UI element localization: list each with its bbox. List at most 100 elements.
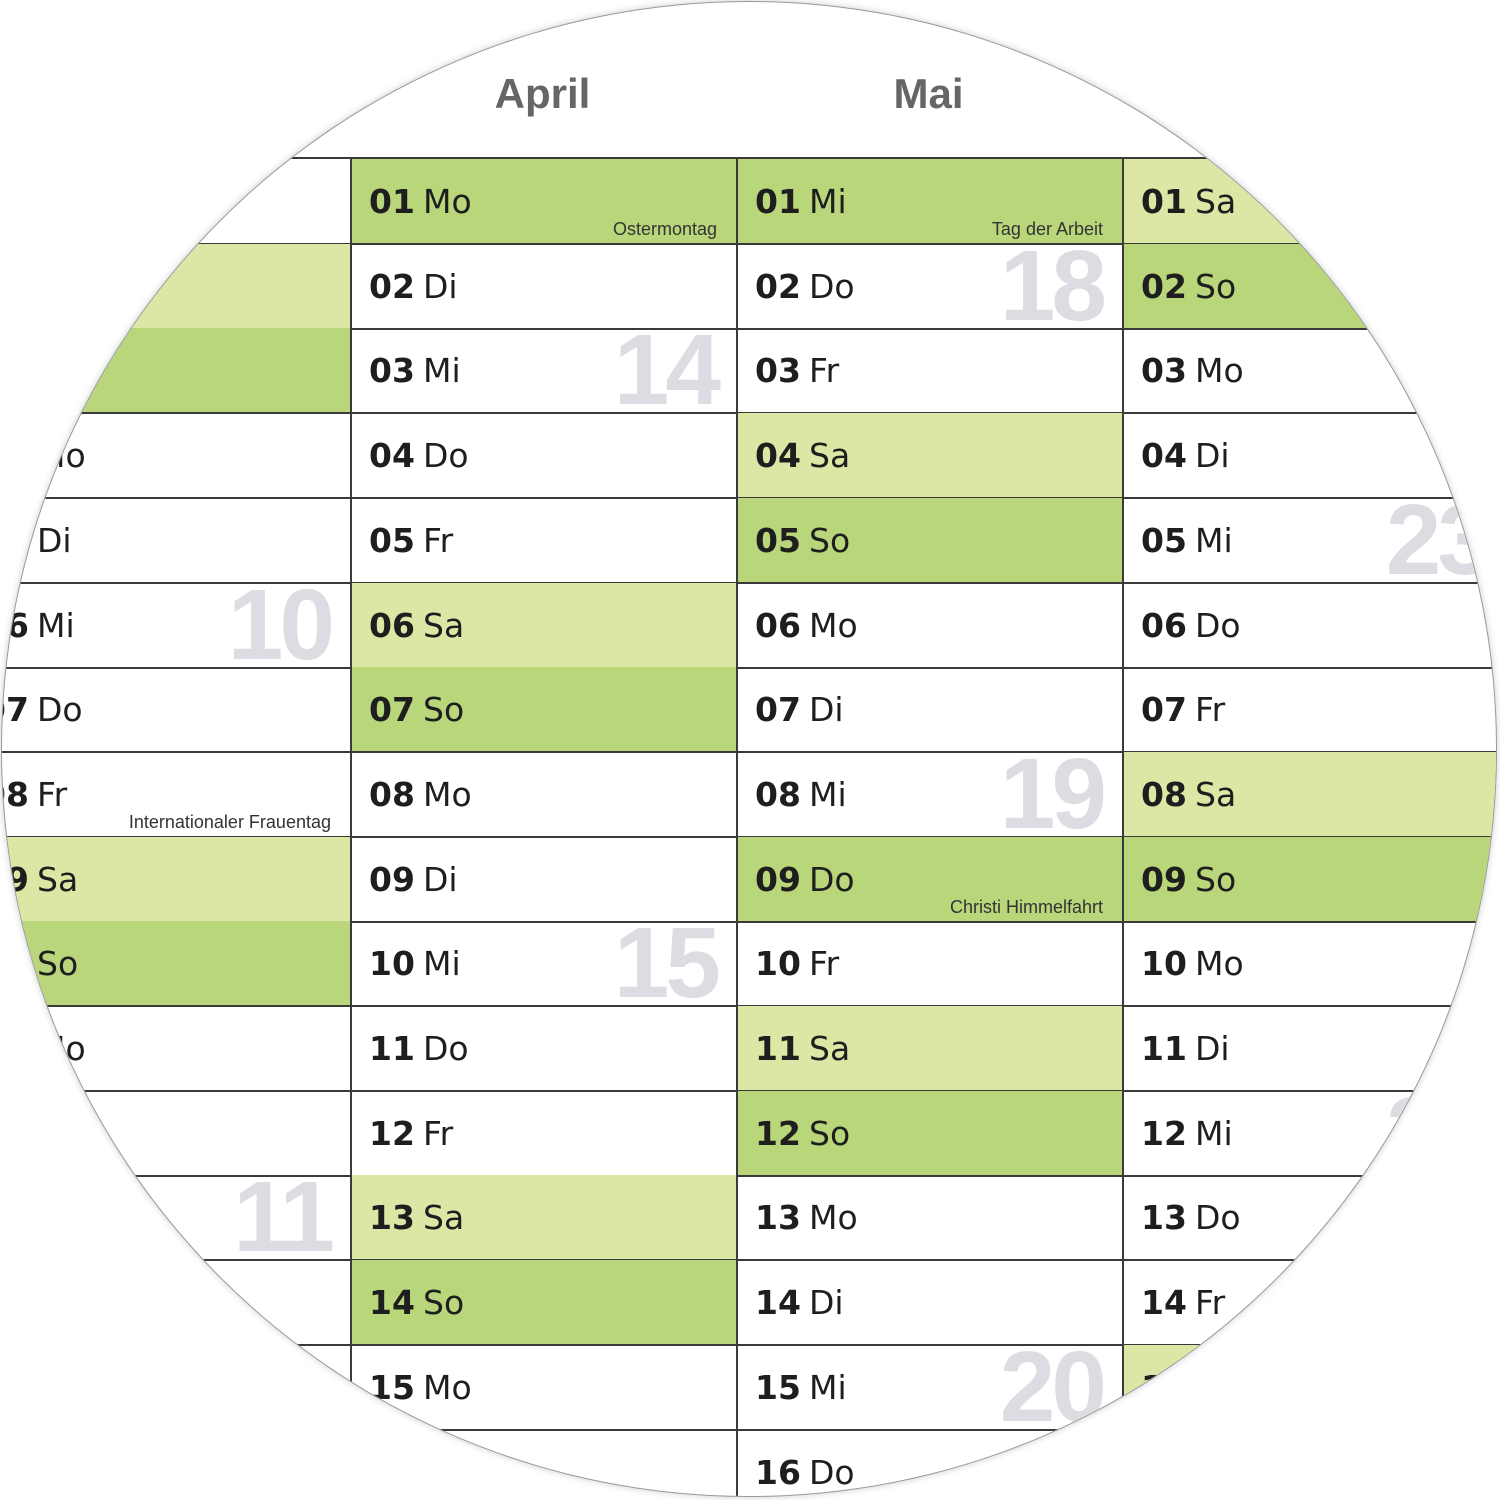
day-cell[interactable]: 15 Mo xyxy=(352,1345,737,1431)
day-number: 08 xyxy=(369,774,415,814)
day-cell[interactable]: 09 Di xyxy=(352,837,737,923)
week-number: 14 xyxy=(613,328,721,415)
day-cell[interactable]: 13 Sa xyxy=(352,1175,737,1262)
weekday-label: Mo xyxy=(1195,351,1244,391)
day-number: 10 xyxy=(755,944,801,984)
day-cell[interactable]: 11 Sa xyxy=(738,1006,1123,1092)
day-number: 11 xyxy=(369,1029,415,1068)
day-cell[interactable]: 09 So xyxy=(1124,836,1496,923)
day-cell[interactable] xyxy=(2,1345,351,1431)
day-number: 15 xyxy=(755,1367,801,1407)
day-cell[interactable]: 04 Di xyxy=(1124,413,1496,500)
day-cell[interactable] xyxy=(2,328,351,415)
weekday-label: Fr xyxy=(809,944,840,984)
weekday-label: Sa xyxy=(423,1198,465,1238)
day-cell[interactable] xyxy=(2,159,351,245)
day-cell[interactable]: 09 Do Christi Himmelfahrt xyxy=(738,836,1123,923)
day-cell[interactable]: 06 Sa xyxy=(352,582,737,669)
day-cell[interactable] xyxy=(352,1430,737,1497)
day-cell[interactable]: 10 Mo xyxy=(1124,921,1496,1008)
weekday-label: Mo xyxy=(423,774,472,814)
day-cell[interactable]: 11 Di xyxy=(1124,1006,1496,1092)
weekday-label: Do xyxy=(37,690,83,730)
day-cell[interactable]: 01 Sa xyxy=(1124,159,1496,245)
weekday-label: Di xyxy=(1195,1029,1230,1068)
weekday-label: Sa xyxy=(1195,774,1237,814)
day-cell[interactable]: 08 Mo xyxy=(352,752,737,838)
day-cell[interactable]: 24 12 Mi xyxy=(1124,1091,1496,1177)
day-cell[interactable]: 11 Do xyxy=(352,1006,737,1092)
day-cell[interactable]: 10So xyxy=(2,921,351,1008)
day-cell[interactable]: 13 Do xyxy=(1124,1175,1496,1262)
day-cell[interactable]: 18 02 Do xyxy=(738,244,1123,330)
day-cell[interactable]: 03 Mo xyxy=(1124,328,1496,415)
month-title: Mai xyxy=(893,70,964,117)
day-cell[interactable]: 10 Fr xyxy=(738,921,1123,1008)
day-cell[interactable]: 03 Fr xyxy=(738,328,1123,415)
day-number: 05 xyxy=(755,520,801,560)
day-number: 09 xyxy=(369,859,415,899)
day-cell[interactable]: 01 Mo Ostermontag xyxy=(352,159,737,245)
day-cell[interactable]: 14 Fr xyxy=(1124,1260,1496,1347)
holiday-label: Ostermontag xyxy=(612,219,717,239)
column-divider xyxy=(736,157,738,1496)
day-cell[interactable]: 12 So xyxy=(738,1090,1123,1177)
weekday-label: Fr xyxy=(809,351,840,391)
week-number: 10 xyxy=(227,582,335,669)
day-cell[interactable]: 07 Di xyxy=(738,667,1123,754)
column-divider xyxy=(1122,157,1124,1496)
day-cell[interactable]: 08 Sa xyxy=(1124,751,1496,838)
weekday-label: So xyxy=(1195,859,1237,899)
weekday-label: Mi xyxy=(1195,1113,1233,1153)
day-number: 07 xyxy=(2,690,29,730)
day-cell[interactable]: 07 So xyxy=(352,667,737,754)
day-number: 10 xyxy=(1141,944,1187,984)
day-cell[interactable]: 23 05 Mi xyxy=(1124,498,1496,584)
day-cell[interactable]: 14 So xyxy=(352,1260,737,1347)
day-cell[interactable]: 20 15 Mi xyxy=(738,1345,1123,1431)
day-number: 11 xyxy=(2,1029,29,1068)
day-cell[interactable]: 07 Fr xyxy=(1124,667,1496,754)
day-cell[interactable]: 09Sa xyxy=(2,836,351,923)
day-cell[interactable]: 04 Do xyxy=(352,413,737,500)
day-cell[interactable]: 07Do xyxy=(2,667,351,754)
day-cell[interactable] xyxy=(2,1091,351,1177)
day-cell[interactable]: 13 Mo xyxy=(738,1175,1123,1262)
day-cell[interactable]: 19 08 Mi xyxy=(738,752,1123,838)
day-number: 14 xyxy=(369,1283,415,1323)
weekday-label: Di xyxy=(423,266,458,306)
weekday-label: Do xyxy=(809,859,855,899)
day-cell[interactable]: 05 So xyxy=(738,497,1123,584)
day-cell[interactable]: 15 xyxy=(1124,1344,1496,1431)
day-cell[interactable]: 02 Di xyxy=(352,244,737,330)
day-cell[interactable] xyxy=(2,1260,351,1347)
day-number: 15 xyxy=(369,1367,415,1407)
day-cell[interactable]: 04Mo xyxy=(2,413,351,500)
day-cell[interactable]: 06 Do xyxy=(1124,583,1496,669)
weekday-label: Fr xyxy=(423,520,454,560)
day-cell[interactable]: 14 03 Mi xyxy=(352,328,737,415)
weekday-label: Fr xyxy=(1195,1283,1226,1323)
day-number: 13 xyxy=(1141,1198,1187,1238)
day-cell[interactable]: 01 Mi Tag der Arbeit xyxy=(738,159,1123,245)
weekday-label: Di xyxy=(37,520,72,560)
holiday-label: Tag der Arbeit xyxy=(991,219,1103,239)
day-cell[interactable]: 11Mo xyxy=(2,1006,351,1092)
day-cell[interactable]: 05 Fr xyxy=(352,498,737,584)
day-number: 08 xyxy=(1141,774,1187,814)
day-cell[interactable]: 12 Fr xyxy=(352,1091,737,1177)
day-cell[interactable] xyxy=(2,243,351,330)
day-cell[interactable]: 14 Di xyxy=(738,1260,1123,1347)
weekday-label: Do xyxy=(1195,605,1241,645)
weekday-label: Mo xyxy=(423,182,472,221)
day-cell[interactable]: 15 10 Mi xyxy=(352,921,737,1008)
day-cell[interactable]: 02 So xyxy=(1124,243,1496,330)
day-cell[interactable]: 08Fr Internationaler Frauentag xyxy=(2,752,351,838)
week-number: 15 xyxy=(613,921,721,1008)
day-cell[interactable]: 16 Do xyxy=(738,1430,1123,1497)
day-cell[interactable]: 05Di xyxy=(2,498,351,584)
day-cell[interactable]: 06 Mo xyxy=(738,583,1123,669)
day-cell[interactable]: 04 Sa xyxy=(738,413,1123,500)
day-cell[interactable]: 11 xyxy=(2,1175,351,1262)
